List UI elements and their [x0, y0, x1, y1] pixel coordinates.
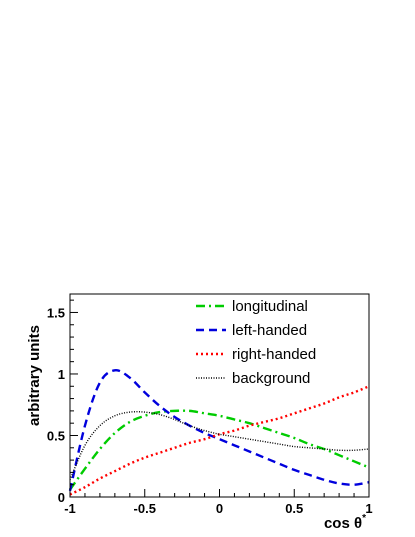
- x-tick-label: -1: [64, 501, 76, 516]
- series-line-longitudinal: [69, 409, 370, 491]
- legend-label-background: background: [232, 370, 310, 387]
- y-tick-label: 1: [58, 367, 65, 382]
- plot-frame: [69, 293, 370, 498]
- x-axis-label-main: cos θ: [324, 515, 362, 532]
- x-axis-label-superscript: *: [362, 513, 366, 524]
- y-axis-label: arbitrary units: [26, 325, 43, 426]
- series-layer: [68, 369, 370, 496]
- y-tick-label: 1.5: [47, 305, 65, 320]
- legend: longitudinal left-handed right-handed backg…: [196, 298, 316, 387]
- x-axis-label: cos θ*: [324, 513, 366, 532]
- legend-label-right-handed: right-handed: [232, 346, 316, 363]
- series-line-right-handed: [69, 385, 370, 496]
- ticks-layer: [69, 299, 370, 498]
- x-tick-label: -0.5: [134, 501, 156, 516]
- legend-label-longitudinal: longitudinal: [232, 298, 308, 315]
- legend-label-left-handed: left-handed: [232, 322, 307, 339]
- y-tick-label: 0.5: [47, 428, 65, 443]
- series-line-background: [69, 411, 370, 481]
- x-tick-label: 1: [365, 501, 372, 516]
- y-tick-label: 0: [58, 490, 65, 505]
- tick-labels-layer: -1 -0.5 0 0.5 1 0 0.5 1 1.5: [47, 305, 373, 516]
- x-tick-label: 0: [216, 501, 223, 516]
- x-tick-label: 0.5: [285, 501, 303, 516]
- series-line-left-handed: [68, 369, 370, 492]
